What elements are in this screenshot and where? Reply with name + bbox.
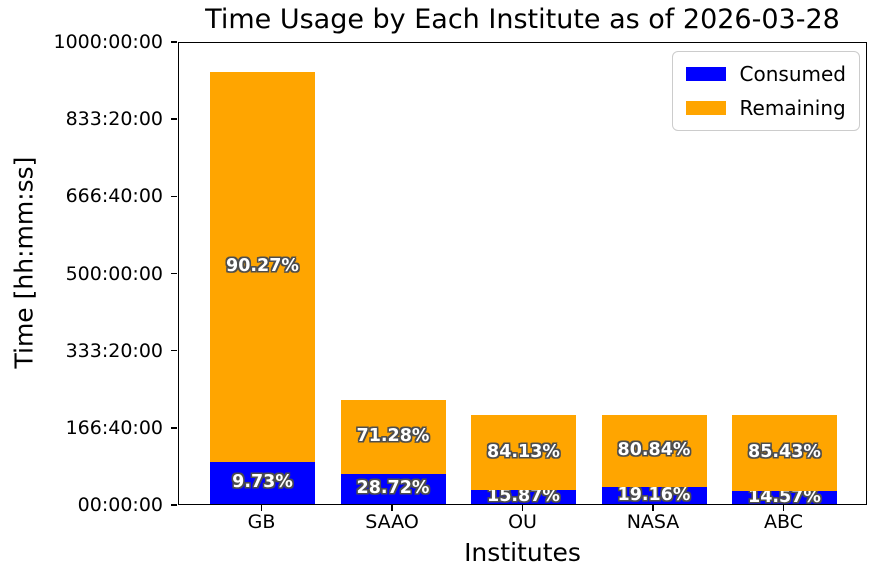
bar-percentage-label: 80.84% (617, 440, 691, 461)
bar-segment-consumed-ou: 15.87% (471, 486, 576, 507)
y-tick-mark (171, 427, 177, 429)
bar-segment-consumed-gb: 9.73% (210, 461, 315, 504)
y-tick-mark (171, 41, 177, 43)
bar-percentage-label: 9.73% (232, 472, 293, 493)
y-tick-label: 833:20:00 (65, 108, 163, 131)
bar-segment-remaining-nasa: 80.84% (601, 415, 707, 487)
y-tick-mark (171, 504, 177, 506)
y-tick-mark (171, 349, 177, 352)
bar-percentage-label: 14.57% (748, 486, 821, 507)
y-tick-label: 1000:00:00 (53, 31, 163, 53)
plot-area: 9.73% 90.27% 28.72% 71.28% 15.87% 84.13% 19.16… (178, 42, 867, 505)
legend-entry-remaining: Remaining (685, 96, 846, 120)
y-tick-label: 166:40:00 (65, 416, 163, 439)
x-tick-label-saao: SAAO (365, 511, 419, 533)
bar-percentage-label: 28.72% (356, 478, 430, 499)
x-tick-mark (782, 505, 785, 511)
y-tick-mark (171, 195, 177, 198)
legend: Consumed Remaining (671, 51, 860, 131)
bar-segment-remaining-ou: 84.13% (471, 415, 576, 490)
y-tick-label: 666:40:00 (65, 185, 163, 208)
y-tick-label: 333:20:00 (65, 339, 163, 362)
x-axis-label: Institutes (464, 538, 581, 567)
x-tick-label-abc: ABC (764, 511, 803, 533)
bar-segment-consumed-saao: 28.72% (340, 474, 446, 504)
bar-segment-remaining-gb: 90.27% (210, 71, 315, 462)
x-tick-mark (521, 505, 524, 511)
y-tick-label: 500:00:00 (65, 262, 163, 285)
bar-segment-remaining-abc: 85.43% (732, 415, 837, 492)
bar-percentage-label: 84.13% (487, 441, 560, 462)
x-tick-label-gb: GB (247, 511, 276, 533)
legend-entry-consumed: Consumed (685, 62, 846, 86)
chart-title: Time Usage by Each Institute as of 2026-… (205, 4, 840, 35)
legend-swatch-consumed (685, 67, 726, 81)
x-tick-label-nasa: NASA (626, 511, 680, 533)
legend-label: Consumed (739, 62, 846, 86)
y-tick-mark (171, 118, 177, 120)
y-tick-label: 00:00:00 (77, 494, 163, 516)
bar-segment-consumed-nasa: 19.16% (601, 484, 707, 505)
x-tick-mark (260, 505, 263, 511)
bar-percentage-label: 85.43% (748, 442, 821, 463)
legend-label: Remaining (739, 96, 846, 120)
bar-percentage-label: 19.16% (617, 484, 691, 505)
bar-percentage-label: 71.28% (356, 426, 430, 447)
x-tick-mark (652, 505, 654, 511)
bar-segment-remaining-saao: 71.28% (340, 399, 446, 475)
bar-segment-consumed-abc: 14.57% (732, 486, 837, 507)
legend-swatch-remaining (685, 101, 726, 115)
x-tick-label-ou: OU (508, 511, 537, 533)
y-tick-mark (171, 272, 177, 275)
x-tick-mark (391, 505, 393, 511)
bar-percentage-label: 15.87% (487, 486, 560, 507)
bar-percentage-label: 90.27% (226, 256, 299, 277)
